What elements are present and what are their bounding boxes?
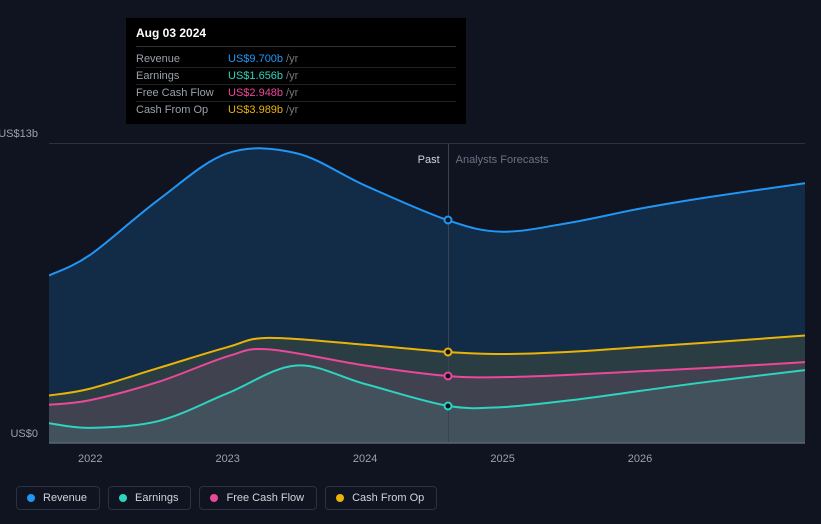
legend-item-revenue[interactable]: Revenue — [16, 486, 100, 510]
area-revenue — [49, 148, 805, 444]
y-axis-label-top: US$13b — [0, 128, 38, 140]
x-tick-label: 2024 — [353, 453, 377, 465]
marker-revenue — [443, 216, 452, 225]
tooltip-row-unit: /yr — [286, 70, 298, 82]
tooltip-row-label: Earnings — [136, 70, 228, 82]
forecast-label: Analysts Forecasts — [456, 154, 549, 166]
chart-svg — [49, 144, 805, 444]
legend-item-cash_from_op[interactable]: Cash From Op — [325, 486, 437, 510]
y-axis-label-bottom: US$0 — [0, 428, 38, 440]
x-tick-label: 2026 — [628, 453, 652, 465]
financials-chart: US$13b US$0 Past Analysts Forecasts 2022… — [16, 120, 805, 460]
legend-item-label: Cash From Op — [352, 492, 424, 504]
x-tick-label: 2022 — [78, 453, 102, 465]
tooltip-row-label: Free Cash Flow — [136, 87, 228, 99]
marker-cash_from_op — [443, 347, 452, 356]
chart-legend: Revenue Earnings Free Cash Flow Cash From O… — [16, 486, 437, 510]
tooltip-row-unit: /yr — [286, 104, 298, 116]
tooltip-row-label: Revenue — [136, 53, 228, 65]
x-axis-labels: 2022 2023 2024 2025 2026 — [49, 453, 805, 473]
legend-item-label: Earnings — [135, 492, 178, 504]
legend-dot-icon — [27, 494, 35, 502]
past-label: Past — [418, 154, 440, 166]
chart-tooltip: Aug 03 2024 RevenueUS$9.700b/yrEarningsU… — [126, 18, 466, 124]
marker-earnings — [443, 401, 452, 410]
x-tick-label: 2023 — [215, 453, 239, 465]
legend-item-label: Revenue — [43, 492, 87, 504]
tooltip-row-value: US$9.700b — [228, 53, 283, 65]
legend-dot-icon — [119, 494, 127, 502]
tooltip-row: Cash From OpUS$3.989b/yr — [136, 102, 456, 118]
legend-dot-icon — [210, 494, 218, 502]
tooltip-row-value: US$1.656b — [228, 70, 283, 82]
legend-item-free_cash_flow[interactable]: Free Cash Flow — [199, 486, 317, 510]
tooltip-date: Aug 03 2024 — [136, 26, 456, 47]
x-tick-label: 2025 — [490, 453, 514, 465]
marker-free_cash_flow — [443, 371, 452, 380]
tooltip-row: Free Cash FlowUS$2.948b/yr — [136, 85, 456, 102]
tooltip-row-value: US$2.948b — [228, 87, 283, 99]
tooltip-row-value: US$3.989b — [228, 104, 283, 116]
tooltip-row-unit: /yr — [286, 87, 298, 99]
legend-dot-icon — [336, 494, 344, 502]
tooltip-row-unit: /yr — [286, 53, 298, 65]
legend-item-earnings[interactable]: Earnings — [108, 486, 191, 510]
legend-item-label: Free Cash Flow — [226, 492, 304, 504]
tooltip-row-label: Cash From Op — [136, 104, 228, 116]
tooltip-row: EarningsUS$1.656b/yr — [136, 68, 456, 85]
tooltip-row: RevenueUS$9.700b/yr — [136, 51, 456, 68]
past-forecast-divider — [448, 144, 449, 442]
plot-area[interactable]: Past Analysts Forecasts — [49, 143, 805, 443]
